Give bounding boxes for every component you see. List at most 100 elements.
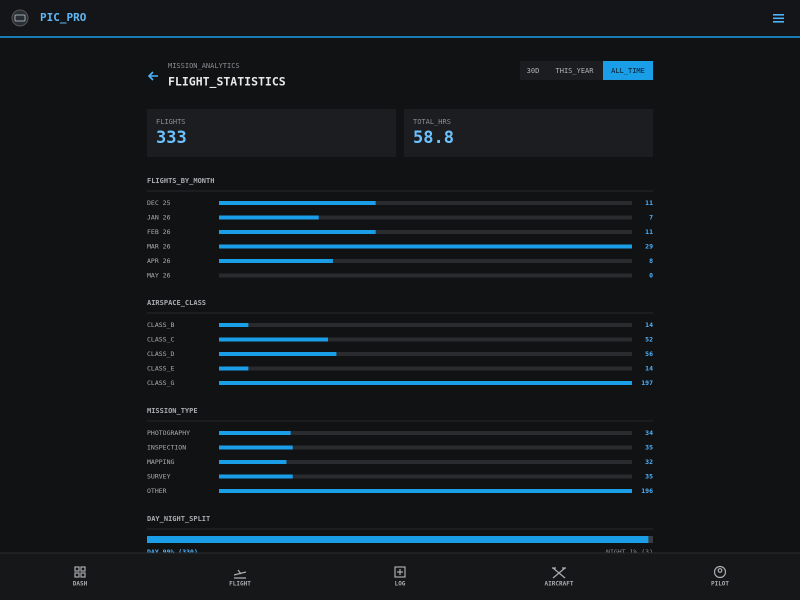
bar-track [219,474,632,479]
menu-line [773,17,784,20]
nav-item[interactable]: PILOT [711,565,729,588]
logo-glyph [14,14,26,22]
menu-line [773,21,784,23]
menu-button[interactable] [773,14,784,23]
nav-icon [397,569,403,575]
row-value: 197 [641,379,653,387]
range-button[interactable]: THIS_YEAR [556,67,595,75]
row-label: JAN 26 [147,214,171,222]
logo[interactable] [11,9,29,27]
nav-item[interactable]: FLIGHT [229,569,251,588]
bar-track [219,215,632,220]
row-value: 11 [645,228,653,236]
row-label: CLASS_B [147,321,174,329]
range-button[interactable]: 30D [527,67,540,75]
row-label: CLASS_C [147,336,174,344]
day-label: DAY 99% (330) [147,548,198,556]
row-label: INSPECTION [147,444,186,452]
bar [219,215,319,220]
bar-track [219,201,632,205]
row-value: 14 [645,365,653,373]
nav-icon [74,566,80,572]
bar-track [219,431,632,435]
bar [219,201,376,205]
nav-item[interactable]: AIRCRAFT [545,567,574,588]
row-value: 14 [645,321,653,329]
nav-item[interactable]: DASH [73,566,88,588]
row-label: CLASS_D [147,350,174,358]
bar [219,230,376,234]
nav-icon [233,569,247,579]
bar [219,337,329,342]
row-label: DEC 25 [147,199,171,207]
bar-track [219,337,632,342]
section-title: DAY_NIGHT_SPLIT [147,515,210,523]
row-value: 35 [645,473,653,481]
bar [219,431,291,435]
row-value: 196 [641,487,653,495]
stat-value: 58.8 [413,128,454,148]
bar [219,244,632,249]
eyebrow: MISSION_ANALYTICS [168,62,240,70]
row-value: 0 [649,272,653,280]
bar [219,474,293,479]
bar-track [219,323,632,327]
row-label: SURVEY [147,473,171,481]
row-label: APR 26 [147,257,171,265]
row-label: MAPPING [147,458,174,466]
row-value: 29 [645,243,653,251]
row-value: 52 [645,336,653,344]
section-title: MISSION_TYPE [147,407,198,415]
brand: PIC_PRO [40,11,87,24]
range-button-active[interactable] [603,61,653,80]
nav-icon [552,567,566,579]
back-button[interactable] [147,71,158,81]
nav-item[interactable]: LOG [394,566,406,588]
section-title: FLIGHTS_BY_MONTH [147,177,214,185]
top-bar [0,0,800,37]
night-label: NIGHT 1% (3) [606,548,653,556]
stat-card [404,109,653,157]
nav-icon [80,566,86,572]
stat-label: TOTAL_HRS [413,118,451,126]
row-label: PHOTOGRAPHY [147,429,190,437]
nav-label: PILOT [711,581,729,588]
bar [219,445,293,450]
row-value: 11 [645,199,653,207]
row-label: OTHER [147,487,167,495]
row-label: CLASS_G [147,379,174,387]
night-bar [648,536,653,543]
section-title: AIRSPACE_CLASS [147,299,206,307]
bar-track [219,230,632,234]
nav-label: AIRCRAFT [545,581,574,588]
nav-label: DASH [73,581,88,588]
nav-icon [394,566,406,578]
bar-track [219,460,632,464]
bar-track [219,259,632,263]
bar [219,352,337,356]
row-label: MAR 26 [147,243,171,251]
bar [219,366,249,371]
bar-track [219,366,632,371]
bar-track [219,445,632,450]
page-title: FLIGHT_STATISTICS [168,75,286,90]
bar-track [219,352,632,356]
row-label: MAY 26 [147,272,171,280]
row-value: 8 [649,257,653,265]
stat-label: FLIGHTS [156,118,186,126]
row-value: 32 [645,458,653,466]
row-label: CLASS_E [147,365,174,373]
nav-icon [713,565,727,579]
range-button[interactable]: ALL_TIME [611,67,645,75]
row-value: 7 [649,214,653,222]
row-label: FEB 26 [147,228,171,236]
row-value: 56 [645,350,653,358]
menu-line [773,14,784,16]
bar [219,259,333,263]
day-bar [147,536,649,543]
nav-label: FLIGHT [229,581,251,588]
nav-icon [74,572,80,578]
